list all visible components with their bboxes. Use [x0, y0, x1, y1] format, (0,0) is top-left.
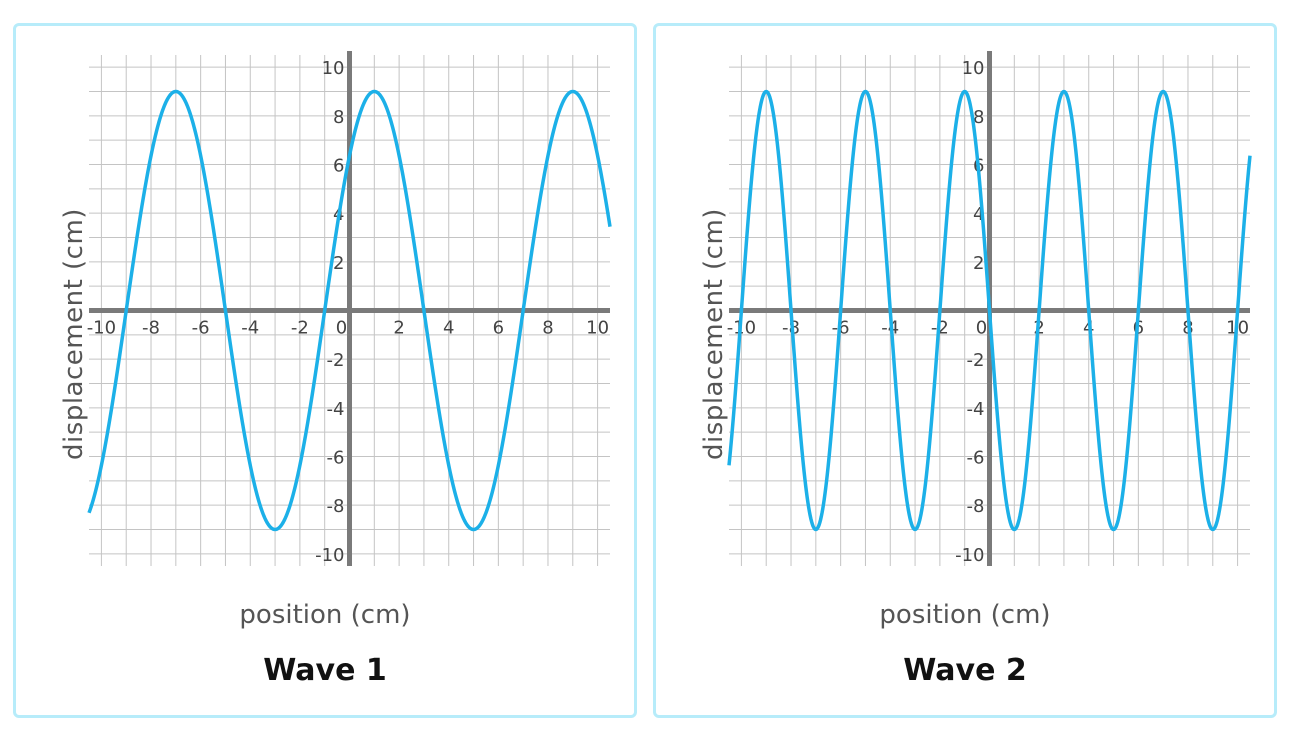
- x-tick-label: 10: [586, 318, 609, 339]
- x-tick-label: 8: [542, 318, 553, 339]
- y-tick-label: -6: [967, 448, 985, 469]
- wave-1-title: Wave 1: [263, 653, 387, 688]
- y-tick-label: -4: [967, 399, 985, 420]
- y-tick-label: 2: [973, 253, 984, 274]
- wave-2-y-axis-label: displacement (cm): [699, 208, 729, 460]
- y-tick-label: -2: [967, 350, 985, 371]
- x-tick-label: 6: [493, 318, 504, 339]
- x-tick-label: -8: [142, 318, 160, 339]
- y-tick-label: -8: [327, 496, 345, 517]
- wave-curve: [87, 89, 612, 532]
- y-tick-label: 6: [333, 156, 344, 177]
- wave-curve: [727, 89, 1252, 532]
- y-tick-label: -10: [315, 545, 344, 566]
- x-tick-label: 0: [976, 318, 987, 339]
- x-tick-label: -2: [291, 318, 309, 339]
- wave-2-title: Wave 2: [903, 653, 1027, 688]
- y-tick-label: -2: [327, 350, 345, 371]
- y-tick-label: 2: [333, 253, 344, 274]
- wave-2-panel: -10 -8 -6 -4 -2 0 2 4 6 8 10 -10 -8 -6 -4 -2 2 4 6 8 10 disp…: [653, 23, 1277, 718]
- x-tick-label: -6: [192, 318, 210, 339]
- wave-2-x-axis-label: position (cm): [879, 600, 1051, 630]
- y-tick-label: 4: [973, 204, 984, 225]
- y-tick-label: 10: [322, 58, 345, 79]
- x-tick-label: 4: [443, 318, 454, 339]
- y-tick-label: -4: [327, 399, 345, 420]
- x-tick-label: -4: [241, 318, 259, 339]
- y-tick-label: -8: [967, 496, 985, 517]
- x-tick-label: 2: [393, 318, 404, 339]
- wave-1-x-axis-label: position (cm): [239, 600, 411, 630]
- x-tick-label: -10: [87, 318, 116, 339]
- y-tick-label: 8: [333, 107, 344, 128]
- wave-1-panel: -10 -8 -6 -4 -2 0 2 4 6 8 10 -10 -8 -6 -4 -2 2 4 6 8 10 disp…: [13, 23, 637, 718]
- y-tick-label: 8: [973, 107, 984, 128]
- x-tick-label: 0: [336, 318, 347, 339]
- wave-1-y-axis-label: displacement (cm): [59, 208, 89, 460]
- y-tick-label: 10: [962, 58, 985, 79]
- y-tick-label: -6: [327, 448, 345, 469]
- y-tick-label: -10: [955, 545, 984, 566]
